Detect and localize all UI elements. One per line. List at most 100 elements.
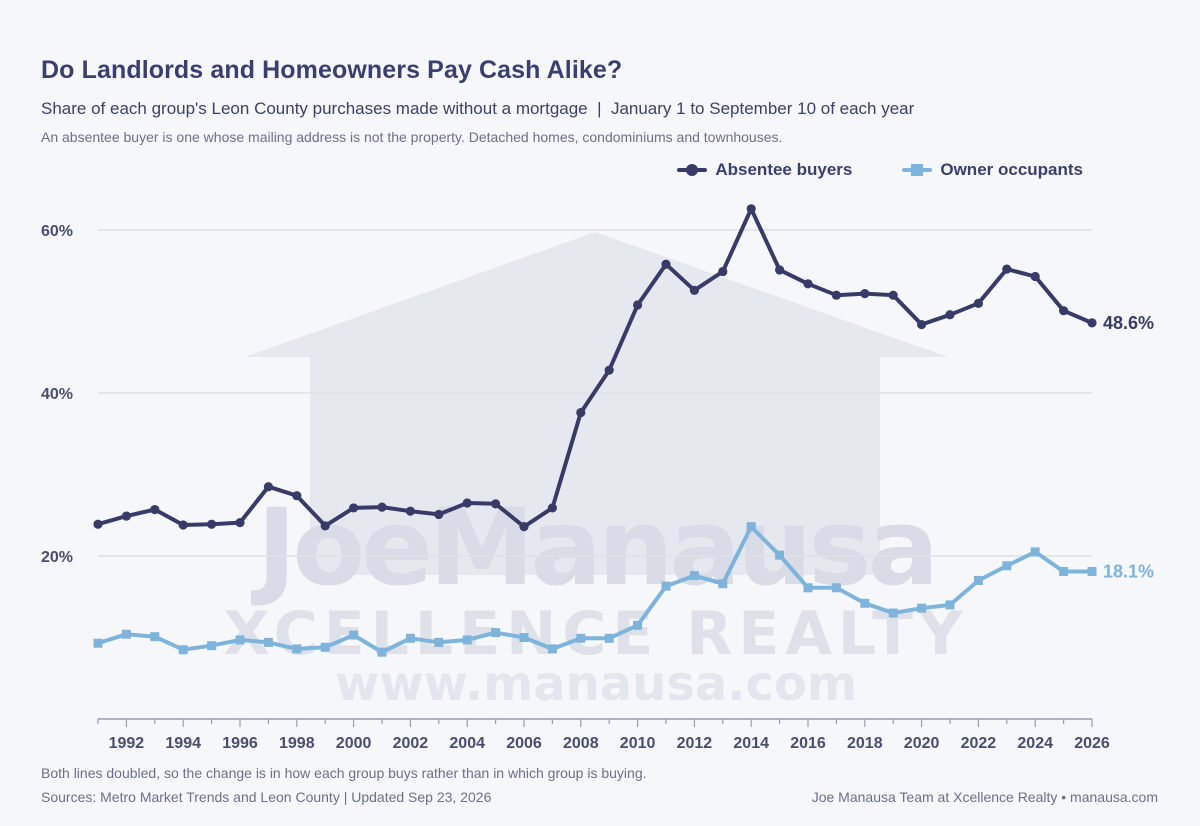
x-tick-label: 2020 [904, 735, 940, 752]
x-tick-label: 2016 [790, 735, 826, 752]
absentee-point [434, 509, 444, 520]
owner-point [746, 522, 756, 532]
x-tick-label: 2004 [449, 735, 485, 752]
absentee-point [831, 290, 842, 300]
owner-point [604, 633, 614, 643]
absentee-point [803, 279, 813, 289]
absentee-point [491, 499, 501, 509]
y-axis: 20% 40% 60% [41, 223, 73, 566]
x-tick-label: 1996 [222, 735, 258, 752]
owner-point [860, 598, 870, 608]
owner-point [150, 632, 160, 642]
owner-point [207, 641, 217, 651]
absentee-point [405, 506, 415, 516]
y-tick-label: 40% [41, 386, 73, 403]
owner-point [718, 579, 728, 589]
owner-point [1030, 547, 1040, 557]
x-tick-label: 2000 [336, 735, 372, 752]
sources: Sources: Metro Market Trends and Leon Co… [41, 789, 492, 805]
watermark-line2: XCELLENCE REALTY [223, 599, 968, 669]
chart-note: An absentee buyer is one whose mailing a… [41, 129, 783, 145]
absentee-point [207, 519, 217, 529]
owner-point [689, 571, 699, 581]
legend-item-absentee: Absentee buyers [677, 160, 852, 180]
absentee-point [888, 290, 898, 300]
owner-point [462, 635, 472, 645]
absentee-point [917, 319, 927, 330]
owner-point [1059, 566, 1069, 576]
absentee-point [150, 504, 160, 515]
series-layer [93, 204, 1097, 657]
legend-swatch-owner [902, 163, 933, 177]
absentee-line [96, 206, 1094, 529]
absentee-point [547, 503, 558, 513]
absentee-point [604, 365, 614, 375]
x-tick-label: 2012 [677, 735, 713, 752]
owner-point [178, 645, 188, 655]
owner-point [405, 633, 415, 643]
absentee-point [235, 517, 245, 528]
end-label: 18.1% [1103, 561, 1154, 581]
owner-point [434, 637, 444, 647]
x-tick-label: 2008 [563, 735, 599, 752]
owner-point [1002, 561, 1012, 571]
owner-point [576, 633, 586, 643]
owner-line [96, 524, 1094, 655]
end-labels: 48.6% 18.1% [1103, 313, 1154, 582]
absentee-point [973, 298, 984, 308]
absentee-point [633, 300, 643, 310]
x-tick-label: 1994 [165, 735, 201, 752]
legend-label-owner: Owner occupants [940, 160, 1083, 179]
absentee-point [93, 519, 103, 529]
owner-point [377, 647, 387, 657]
chart-subtitle: Share of each group's Leon County purcha… [41, 99, 915, 118]
owner-point [803, 583, 813, 593]
x-tick-label: 1998 [279, 735, 315, 752]
legend: Absentee buyers Owner occupants [677, 160, 1083, 180]
end-label: 48.6% [1103, 313, 1154, 333]
owner-point [263, 637, 273, 647]
absentee-point [775, 265, 785, 275]
x-tick-label: 2002 [393, 735, 429, 752]
owner-point [93, 638, 103, 648]
absentee-point [377, 502, 387, 512]
absentee-point [349, 503, 359, 513]
owner-point [547, 644, 557, 654]
absentee-point [1030, 271, 1040, 282]
absentee-point [263, 482, 273, 492]
absentee-point [1002, 264, 1012, 274]
owner-point [235, 635, 245, 645]
absentee-point [661, 259, 671, 269]
absentee-point [689, 285, 700, 295]
owner-point [831, 583, 841, 593]
owner-point [917, 603, 927, 613]
x-tick-label: 1992 [109, 735, 145, 752]
watermark-line3: www.manausa.com [335, 656, 857, 712]
absentee-point [462, 498, 472, 508]
owner-point [661, 581, 671, 591]
absentee-point [860, 288, 870, 299]
legend-swatch-absentee [677, 163, 708, 177]
owner-point [945, 600, 955, 610]
owner-point [973, 575, 983, 585]
owner-point [633, 620, 643, 630]
credit: Joe Manausa Team at Xcellence Realty • m… [811, 789, 1158, 805]
owner-point [349, 630, 359, 640]
owner-point [888, 608, 898, 618]
chart-title: Do Landlords and Homeowners Pay Cash Ali… [41, 56, 623, 84]
x-tick-label: 2014 [733, 735, 769, 752]
absentee-point [1087, 318, 1097, 328]
owner-point [491, 628, 501, 638]
absentee-point [576, 407, 586, 418]
footnote: Both lines doubled, so the change is in … [41, 765, 647, 781]
legend-item-owner: Owner occupants [902, 160, 1083, 180]
x-tick-label: 2024 [1017, 735, 1053, 752]
y-tick-label: 60% [41, 223, 73, 240]
x-tick-label: 2018 [847, 735, 883, 752]
legend-label-absentee: Absentee buyers [715, 160, 853, 179]
absentee-point [945, 310, 955, 320]
owner-point [519, 633, 529, 642]
absentee-point [292, 491, 302, 501]
absentee-point [1059, 306, 1069, 316]
